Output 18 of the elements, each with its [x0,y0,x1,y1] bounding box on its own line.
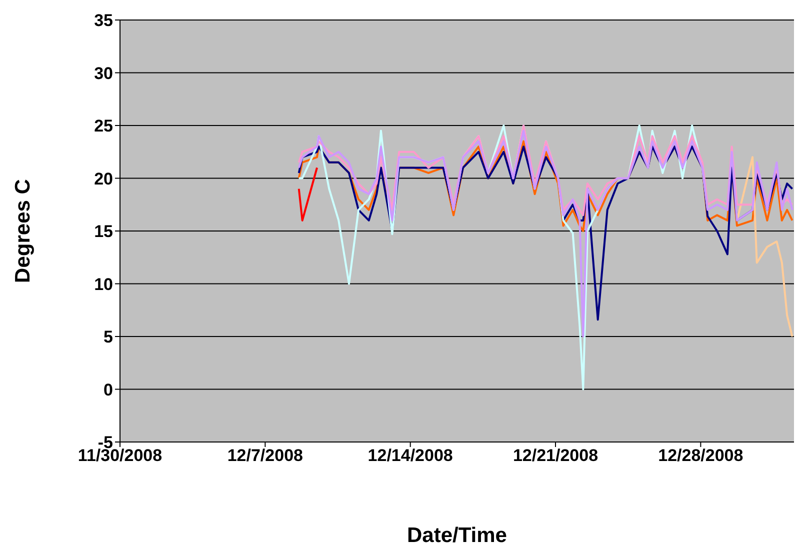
y-tick-label: 10 [94,274,113,294]
x-tick-label: 12/28/2008 [658,446,744,466]
x-axis-title: Date/Time [407,524,507,547]
y-tick-label: 30 [94,64,113,83]
x-tick-label: 12/7/2008 [227,446,303,466]
x-tick-label: 12/21/2008 [512,446,598,466]
y-axis-title: Degrees C [11,179,34,283]
y-tick-label: 35 [94,11,113,30]
line-series [298,146,794,321]
line-series [298,124,794,216]
line-series [298,130,794,338]
line-series [736,156,794,338]
y-tick-label: 20 [94,169,113,188]
y-tick-label: 15 [94,222,113,242]
y-tick-label: 25 [94,116,113,136]
y-tick-label: 5 [104,328,113,347]
x-tick-label: 12/14/2008 [368,446,453,466]
y-tick-label: 0 [104,380,113,400]
